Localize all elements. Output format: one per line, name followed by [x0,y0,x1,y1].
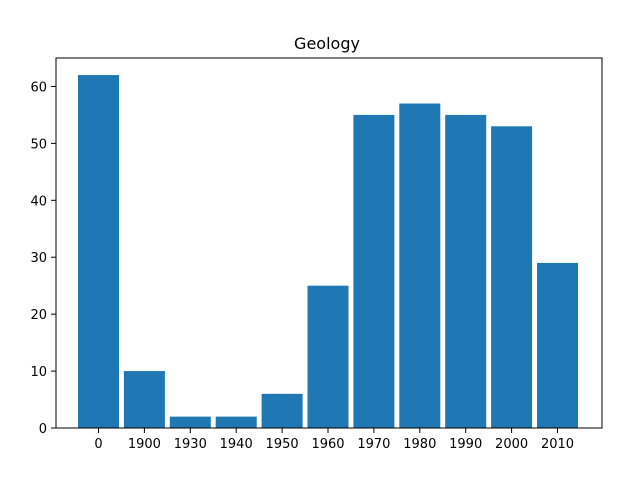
bar-0 [78,75,119,428]
bar-2010 [537,262,578,428]
x-tick-label-2000: 2000 [495,437,528,452]
bar-1990 [445,114,487,429]
chart-title: Geology [294,34,360,53]
x-axis-ticks: 0 1900 1930 1940 1950 1960 1970 1980 1990 2000 201… [94,428,574,452]
bar-1950 [261,393,303,428]
x-tick-label-1940: 1940 [220,437,253,452]
bar-1960 [307,285,349,428]
y-axis-ticks: 0 10 20 30 40 50 60 [30,80,56,437]
y-tick-label-60: 60 [30,80,47,95]
x-tick-label-1900: 1900 [128,437,161,452]
x-tick-label-0: 0 [94,437,102,452]
x-tick-label-1960: 1960 [311,437,344,452]
bars-group [78,75,578,429]
y-tick-label-50: 50 [30,137,47,152]
bar-1930 [169,416,211,428]
bar-1970 [353,114,395,429]
bar-1900 [123,371,165,428]
x-tick-label-1980: 1980 [403,437,436,452]
x-tick-label-2010: 2010 [541,437,574,452]
x-tick-label-1970: 1970 [357,437,390,452]
bar-2000 [491,126,533,428]
x-tick-label-1950: 1950 [266,437,299,452]
y-tick-label-10: 10 [30,365,47,380]
x-tick-label-1990: 1990 [449,437,482,452]
bar-1940 [215,416,257,428]
y-tick-label-40: 40 [30,194,47,209]
bar-1980 [399,103,441,428]
plot-frame [55,57,603,429]
y-tick-label-30: 30 [30,251,47,266]
y-tick-label-0: 0 [39,422,47,437]
x-tick-label-1930: 1930 [174,437,207,452]
y-tick-label-20: 20 [30,308,47,323]
